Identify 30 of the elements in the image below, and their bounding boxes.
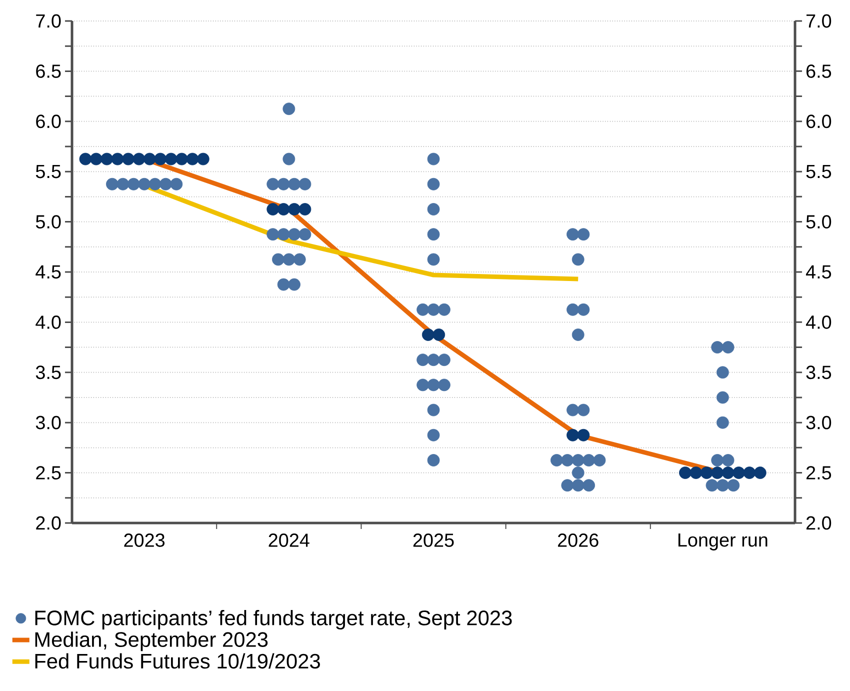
y-tick-label: 5.0 (36, 215, 61, 228)
legend-label: Median, September 2023 (35, 632, 268, 652)
y-tick-label: 7.0 (36, 14, 61, 28)
y2-tick-label: 2.0 (806, 516, 832, 530)
y-tick-label: 6.5 (36, 64, 61, 78)
x-tick-label: Longer run (678, 534, 768, 550)
y-tick-label: 4.5 (36, 265, 61, 279)
y-tick-label: 2.5 (36, 466, 61, 480)
y2-tick-label: 7.0 (806, 14, 832, 28)
y-tick-label: 5.5 (36, 164, 61, 178)
y2-tick-label: 6.0 (806, 114, 832, 128)
x-tick-label: 2025 (413, 534, 454, 547)
y2-tick-label: 4.0 (806, 315, 832, 329)
y2-tick-label: 3.5 (806, 366, 832, 380)
y2-tick-label: 4.5 (806, 265, 832, 279)
y2-tick-label: 5.5 (806, 164, 832, 178)
y-tick-label: 6.0 (36, 114, 61, 128)
x-tick-label: 2023 (124, 534, 165, 547)
legend-label: Fed Funds Futures 10/19/2023 (35, 653, 320, 669)
y-tick-label: 3.5 (36, 366, 61, 380)
x-tick-label: 2026 (558, 534, 598, 547)
y2-tick-label: 2.5 (806, 466, 832, 480)
y-tick-label: 3.0 (36, 416, 61, 430)
y-tick-label: 4.0 (36, 315, 61, 329)
y-tick-label: 2.0 (36, 516, 61, 530)
y2-tick-label: 5.0 (806, 215, 832, 228)
legend-label: FOMC participants’ fed funds target rate, Sept 2023 (35, 610, 512, 630)
x-tick-label: 2024 (268, 534, 310, 547)
y2-tick-label: 3.0 (806, 416, 832, 430)
y2-tick-label: 6.5 (806, 64, 832, 78)
